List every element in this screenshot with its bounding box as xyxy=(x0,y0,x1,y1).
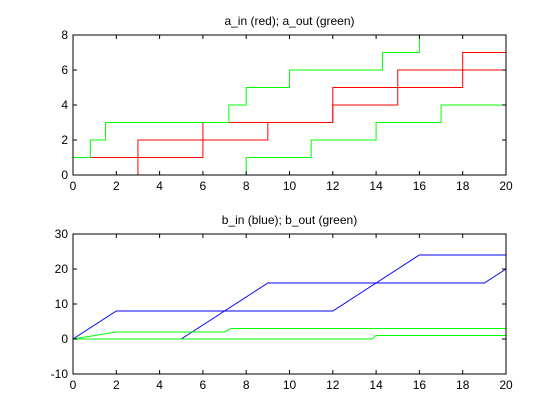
bottom-axes: b_in (blue); b_out (green) 0 2 4 6 8 10 12 14 16… xyxy=(51,213,513,392)
top-x-tick-label: 0 xyxy=(70,179,77,193)
top-y-tick-label: 4 xyxy=(61,98,68,112)
top-x-tick-label: 4 xyxy=(156,179,163,193)
top-x-tick-label: 8 xyxy=(243,179,250,193)
top-series-line-2 xyxy=(73,69,506,158)
top-x-tick-label: 14 xyxy=(369,179,383,193)
bottom-x-tick-label: 10 xyxy=(283,378,297,392)
top-x-tick-label: 2 xyxy=(113,179,120,193)
bottom-y-tick-label: 10 xyxy=(55,297,69,311)
bottom-x-tick-label: 16 xyxy=(413,378,427,392)
top-x-tick-label: 20 xyxy=(499,179,513,193)
bottom-x-tick-label: 4 xyxy=(156,378,163,392)
bottom-series-line-2 xyxy=(180,268,507,340)
top-x-tick-label: 10 xyxy=(283,179,297,193)
bottom-y-tick-label: -10 xyxy=(51,367,69,381)
bottom-series-line-4 xyxy=(73,335,506,340)
top-y-tick-label: 6 xyxy=(61,63,68,77)
top-axes: a_in (red); a_out (green) 0 2 4 6 8 10 12 14 16 1… xyxy=(61,14,513,193)
top-plot-area xyxy=(73,35,506,175)
bottom-plot-area xyxy=(73,234,506,374)
bottom-x-tick-label: 20 xyxy=(499,378,513,392)
top-y-tick-label: 8 xyxy=(61,28,68,42)
bottom-y-tick-label: 20 xyxy=(55,262,69,276)
bottom-x-tick-label: 18 xyxy=(456,378,470,392)
top-series-line-3 xyxy=(73,35,420,158)
bottom-x-tick-label: 14 xyxy=(369,378,383,392)
bottom-x-tick-label: 6 xyxy=(200,378,207,392)
top-x-tick-label: 18 xyxy=(456,179,470,193)
top-y-tick-label: 2 xyxy=(61,133,68,147)
top-series-line-4 xyxy=(245,104,506,175)
bottom-x-tick-label: 0 xyxy=(70,378,77,392)
top-x-tick-label: 16 xyxy=(413,179,427,193)
bottom-x-tick-label: 8 xyxy=(243,378,250,392)
top-chart-title: a_in (red); a_out (green) xyxy=(224,14,354,28)
bottom-series-line-1 xyxy=(72,254,506,340)
bottom-y-tick-label: 30 xyxy=(55,227,69,241)
bottom-x-tick-label: 12 xyxy=(326,378,340,392)
bottom-x-tick-label: 2 xyxy=(113,378,120,392)
top-x-tick-label: 6 xyxy=(200,179,207,193)
bottom-chart-title: b_in (blue); b_out (green) xyxy=(222,213,357,227)
top-y-tick-label: 0 xyxy=(61,168,68,182)
top-x-tick-label: 12 xyxy=(326,179,340,193)
bottom-series-line-3 xyxy=(72,328,506,340)
bottom-y-tick-label: 0 xyxy=(61,332,68,346)
